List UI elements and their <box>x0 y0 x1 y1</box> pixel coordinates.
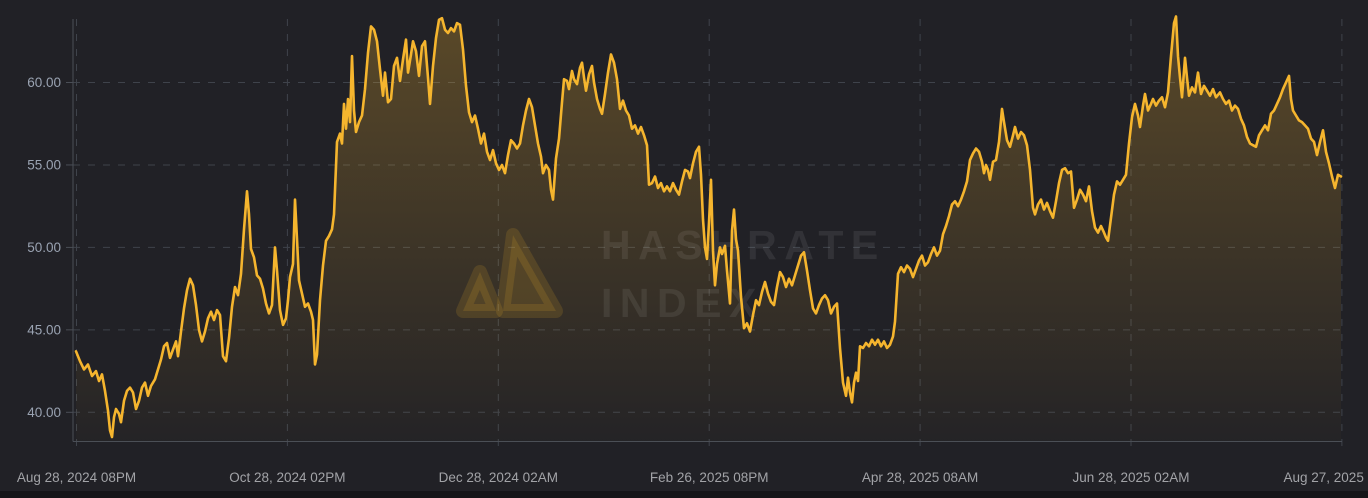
y-axis-tick-label: 50.00 <box>27 240 61 255</box>
watermark-logo-small-triangle-icon <box>456 265 503 318</box>
x-axis-tick-label: Jun 28, 2025 02AM <box>1072 470 1189 485</box>
y-axis-tick-label: 40.00 <box>27 405 61 420</box>
x-axis-tick-label: Feb 26, 2025 08PM <box>650 470 769 485</box>
x-axis-tick-label: Apr 28, 2025 08AM <box>862 470 978 485</box>
x-axis-tick-label: Aug 28, 2024 08PM <box>17 470 136 485</box>
watermark-logo-large-triangle-icon <box>496 228 563 318</box>
y-axis-tick-label: 60.00 <box>27 75 61 90</box>
x-axis-tick-label: Dec 28, 2024 02AM <box>439 470 558 485</box>
watermark-text-line1: HASHRATE <box>601 222 886 268</box>
series-area <box>76 16 1341 442</box>
y-axis-tick-label: 55.00 <box>27 157 61 172</box>
bottom-strip <box>0 491 1368 498</box>
x-axis-tick-label: Aug 27, 2025 0 <box>1284 470 1368 485</box>
x-axis-tick-label: Oct 28, 2024 02PM <box>229 470 345 485</box>
series-line[interactable] <box>74 15 1343 439</box>
y-axis-tick-label: 45.00 <box>27 322 61 337</box>
